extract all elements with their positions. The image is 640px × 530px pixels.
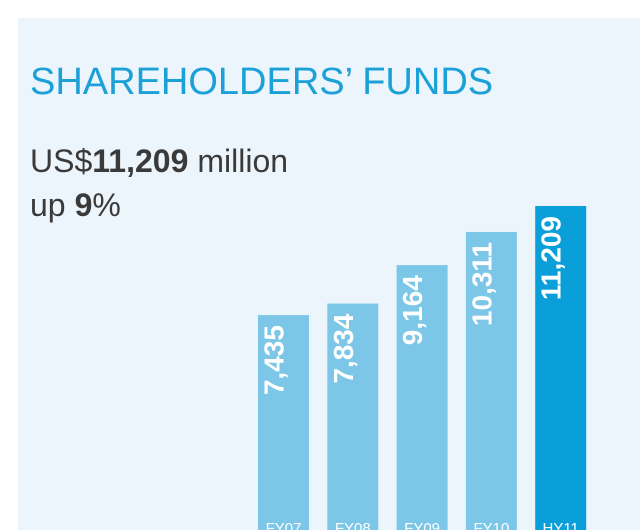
x-tick-label: FY08: [335, 520, 371, 530]
bar: [465, 231, 517, 530]
x-tick-label: FY09: [404, 520, 440, 530]
value-label: 10,311: [466, 242, 497, 326]
headline-prefix: US$: [30, 143, 92, 179]
change-suffix: %: [92, 187, 120, 223]
change-value: 9: [75, 187, 93, 223]
x-tick-label: FY07: [266, 520, 302, 530]
bar: [535, 206, 587, 530]
bar: [258, 315, 309, 530]
x-tick-label: FY10: [473, 520, 509, 530]
value-label: 7,834: [328, 313, 359, 383]
headline-value: 11,209: [92, 143, 188, 179]
x-tick-label: HY11: [542, 520, 578, 530]
headline-suffix: million: [197, 143, 288, 179]
bar: [327, 303, 379, 530]
headline: US$11,209 million: [30, 143, 288, 179]
chart-title: SHAREHOLDERS’ FUNDS: [30, 61, 493, 103]
bar: [396, 265, 448, 530]
value-label: 9,164: [397, 275, 428, 345]
value-label: 11,209: [536, 216, 567, 300]
value-label: 7,435: [259, 325, 290, 395]
change: up 9%: [30, 187, 121, 223]
change-prefix: up: [30, 187, 66, 223]
